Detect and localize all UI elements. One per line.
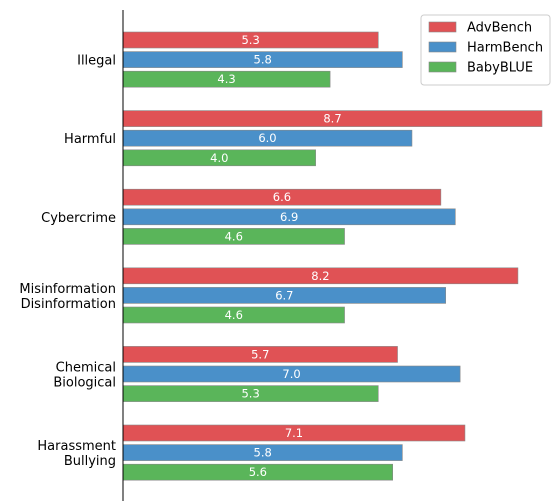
data-label-harmbench-0: 5.8 [254, 53, 272, 67]
data-label-advbench-3: 8.2 [311, 269, 329, 283]
data-label-harmbench-5: 5.8 [254, 446, 272, 460]
category-label-0-0: Illegal [77, 54, 116, 69]
legend: AdvBench HarmBench BabyBLUE [420, 14, 551, 86]
category-label-2-0: Cybercrime [41, 211, 116, 226]
legend-label-harmbench: HarmBench [467, 41, 543, 56]
category-label-4-0: Chemical [56, 361, 116, 376]
data-label-babyblue-1: 4.0 [210, 151, 228, 165]
data-label-advbench-0: 5.3 [241, 33, 259, 47]
category-label-3-0: Misinformation [19, 282, 116, 297]
data-label-advbench-1: 8.7 [323, 112, 341, 126]
legend-swatch-advbench [428, 21, 457, 33]
legend-swatch-harmbench [428, 41, 457, 53]
data-label-babyblue-4: 5.3 [241, 387, 259, 401]
category-label-3-1: Disinformation [21, 297, 116, 312]
data-label-babyblue-3: 4.6 [225, 308, 243, 322]
data-label-harmbench-2: 6.9 [280, 210, 298, 224]
data-label-harmbench-4: 7.0 [282, 367, 300, 381]
data-label-babyblue-2: 4.6 [225, 229, 243, 243]
legend-label-advbench: AdvBench [467, 21, 532, 36]
category-labels: Illegal Harmful Cybercrime MisinformationDi… [19, 54, 116, 470]
data-label-advbench-2: 6.6 [273, 190, 291, 204]
category-label-4-1: Biological [53, 376, 116, 391]
legend-swatch-babyblue [428, 61, 457, 73]
data-label-advbench-5: 7.1 [285, 426, 303, 440]
data-label-harmbench-3: 6.7 [275, 288, 293, 302]
data-label-babyblue-5: 5.6 [249, 465, 267, 479]
category-label-1-0: Harmful [64, 132, 116, 147]
category-label-5-0: Harassment [37, 439, 116, 454]
legend-label-babyblue: BabyBLUE [467, 61, 533, 76]
data-label-harmbench-1: 6.0 [258, 131, 276, 145]
bars-layer: 5.3 5.8 4.3 8.7 6.0 4.0 6.6 6.9 4.6 8.2 6.7 4.6 5.7 7… [122, 31, 543, 481]
data-label-babyblue-0: 4.3 [217, 72, 235, 86]
category-label-5-1: Bullying [64, 454, 116, 469]
data-label-advbench-4: 5.7 [251, 347, 269, 361]
